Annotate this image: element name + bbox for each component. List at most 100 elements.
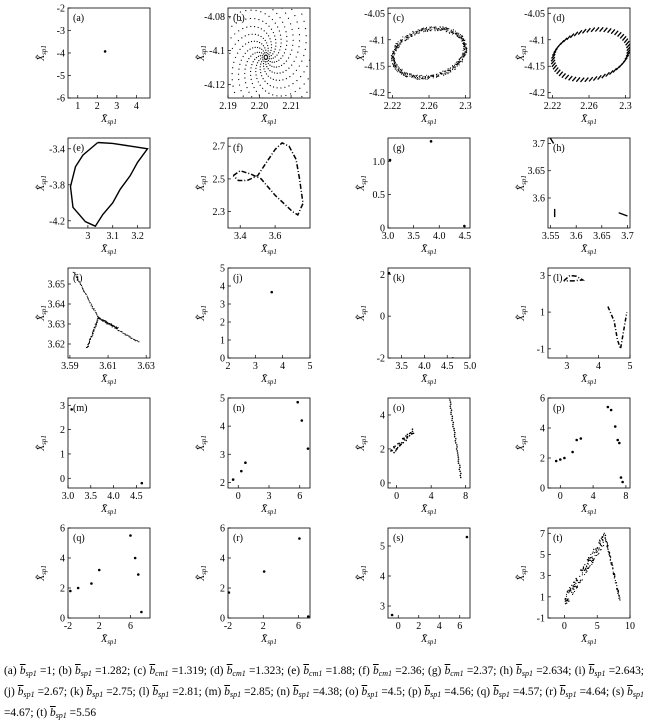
y-tick-label: 6	[60, 524, 65, 535]
data-point	[289, 93, 292, 95]
y-axis-label: X̄̇sp1	[195, 305, 208, 322]
data-line	[594, 26, 600, 32]
data-point	[456, 450, 459, 452]
y-tick-label: 0	[380, 224, 385, 235]
y-tick-label: -4.1	[529, 35, 545, 46]
data-point	[601, 545, 603, 547]
data-point	[423, 29, 425, 31]
x-tick-label: 3.7	[621, 231, 634, 242]
data-point	[579, 575, 581, 577]
data-point	[409, 35, 411, 37]
data-point	[584, 564, 586, 566]
y-tick-label: 7	[540, 529, 545, 540]
data-point	[240, 469, 243, 473]
data-point	[579, 569, 582, 571]
data-point	[454, 66, 456, 68]
data-point	[266, 56, 269, 58]
data-line	[566, 35, 571, 41]
data-point	[408, 435, 411, 437]
data-point	[418, 29, 420, 32]
data-point	[394, 445, 396, 447]
data-point	[250, 67, 252, 69]
data-point	[430, 74, 432, 76]
data-point	[259, 58, 262, 60]
data-point	[264, 47, 266, 49]
data-point	[244, 72, 246, 75]
data-point	[465, 43, 467, 45]
data-point	[563, 456, 566, 460]
data-point	[91, 331, 94, 333]
data-point	[268, 54, 270, 56]
data-point	[262, 37, 264, 39]
y-tick-label: 2.3	[213, 207, 226, 218]
data-point	[449, 399, 451, 401]
data-point	[575, 438, 578, 442]
data-point	[298, 34, 301, 36]
data-point	[278, 65, 280, 68]
data-point	[269, 64, 271, 66]
data-point	[450, 411, 452, 414]
data-point	[404, 39, 406, 41]
data-point	[266, 66, 268, 68]
data-point	[460, 57, 462, 59]
data-point	[446, 71, 448, 73]
y-axis-label: X̄̇sp1	[515, 565, 528, 582]
data-line	[609, 69, 614, 76]
data-point	[273, 51, 275, 53]
data-point	[86, 346, 89, 348]
data-point	[455, 30, 457, 32]
panel-label: (t)	[553, 533, 562, 544]
data-point	[617, 589, 619, 592]
data-point	[615, 582, 617, 584]
data-point	[263, 56, 265, 58]
data-point	[400, 441, 403, 444]
data-point	[267, 35, 270, 37]
y-tick-label: 4	[220, 554, 225, 565]
data-point	[606, 546, 608, 548]
data-point	[88, 300, 90, 302]
caption-item: (k) bsp1 =2.75;	[70, 686, 139, 699]
x-tick-label: 5	[628, 361, 633, 372]
data-point	[465, 51, 467, 53]
data-point	[409, 33, 411, 35]
y-axis-label: X̄̇sp1	[355, 305, 368, 322]
data-point	[582, 567, 584, 569]
data-point	[124, 334, 126, 336]
data-point	[124, 333, 126, 335]
data-series-c	[390, 26, 468, 80]
data-point	[457, 460, 460, 462]
x-tick-label: 4.5	[459, 231, 472, 242]
data-point	[259, 66, 261, 68]
data-point	[128, 335, 130, 337]
data-point	[262, 77, 264, 80]
data-point	[442, 73, 444, 75]
data-point	[274, 35, 276, 37]
data-point	[402, 437, 405, 440]
data-point	[591, 563, 593, 565]
data-point	[414, 34, 416, 36]
data-point	[288, 67, 290, 69]
data-point	[439, 73, 442, 75]
data-point	[260, 35, 262, 38]
data-point	[258, 2, 259, 3]
data-point	[270, 47, 273, 49]
caption-item: (c) bcm1 =1.319;	[133, 665, 211, 678]
x-tick-label: 6	[457, 621, 462, 632]
data-point	[584, 568, 587, 570]
x-axis-label: X̄sp1	[580, 504, 597, 516]
data-point	[460, 35, 462, 37]
data-point	[436, 76, 438, 78]
data-point	[456, 34, 458, 36]
data-point	[616, 584, 618, 587]
data-point	[239, 104, 240, 105]
data-point	[257, 26, 259, 29]
data-point	[234, 33, 236, 35]
y-tick-label: -3.8	[49, 180, 65, 191]
data-line	[551, 53, 556, 59]
x-tick-label: 3.61	[99, 361, 117, 372]
data-point	[589, 565, 591, 567]
data-series-e	[69, 141, 149, 228]
data-point	[456, 65, 458, 67]
data-point	[449, 70, 451, 72]
data-point	[405, 35, 407, 38]
